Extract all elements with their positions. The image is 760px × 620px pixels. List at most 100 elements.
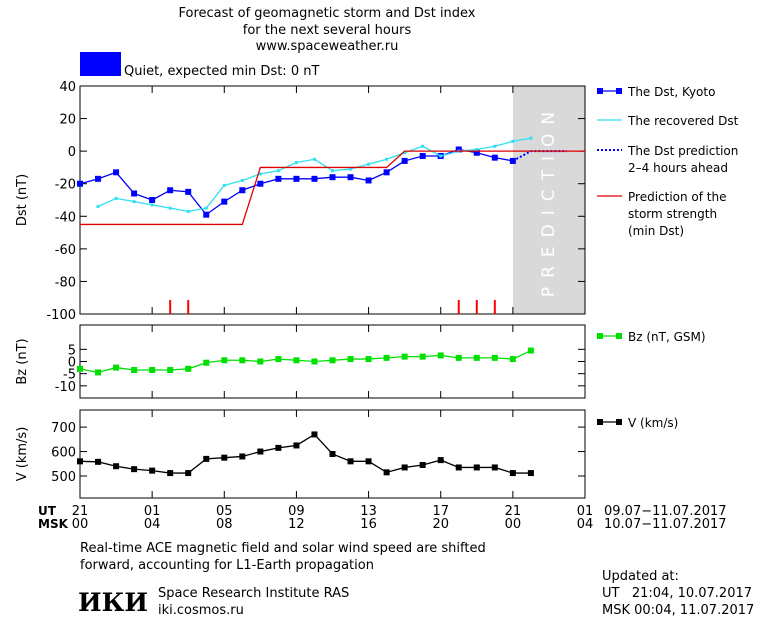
point	[95, 175, 102, 182]
series-line	[80, 150, 585, 226]
point	[149, 367, 156, 374]
point	[527, 347, 534, 354]
point	[491, 154, 498, 161]
point	[455, 464, 462, 471]
logo: ИКИ	[78, 588, 148, 617]
point	[421, 144, 425, 148]
y-tick-label: -100	[46, 308, 76, 323]
x-tick-label: 17	[432, 504, 449, 519]
point	[329, 451, 336, 457]
x2-tick-label: 04	[144, 517, 161, 532]
legend-label: The Dst prediction 2–4 hours ahead	[627, 144, 738, 175]
point	[473, 354, 480, 361]
point	[383, 354, 390, 361]
point	[419, 153, 426, 160]
point	[168, 206, 172, 210]
point	[239, 187, 246, 194]
legend-label: Bz (nT, GSM)	[628, 330, 706, 344]
point	[222, 183, 226, 187]
point	[365, 458, 372, 465]
legend-label: The Dst, Kyoto	[627, 85, 715, 99]
x-tick-label: 21	[72, 504, 89, 519]
y-tick-label: -40	[55, 210, 76, 225]
point	[419, 353, 426, 360]
x-tick-label: 21	[505, 504, 522, 519]
x-tick-label: 01	[144, 504, 161, 519]
series-line	[79, 148, 513, 216]
point	[329, 174, 336, 181]
point	[275, 356, 282, 363]
legend-marker	[616, 419, 622, 425]
point	[491, 464, 498, 471]
y-tick-label: -80	[55, 275, 76, 290]
x-tick-label: 13	[360, 504, 377, 519]
title-line: for the next several hours	[243, 23, 412, 38]
point	[185, 188, 192, 195]
y-tick-label: 20	[59, 113, 76, 128]
point	[95, 458, 102, 465]
point	[475, 148, 479, 152]
point	[77, 180, 83, 187]
point	[437, 352, 444, 359]
point	[203, 359, 210, 366]
point	[221, 357, 228, 364]
point	[349, 167, 353, 171]
y-tick-label: 600	[51, 446, 76, 461]
point	[473, 464, 480, 471]
point	[77, 458, 83, 465]
point	[221, 454, 228, 461]
x2-tick-label: 20	[432, 517, 449, 532]
point	[113, 169, 120, 176]
point	[257, 358, 264, 365]
legend-marker	[616, 88, 622, 94]
y-tick-label: 40	[59, 80, 76, 95]
point	[293, 357, 300, 364]
series-line	[79, 349, 532, 374]
point	[311, 175, 318, 182]
point	[473, 149, 480, 156]
y-axis-title: Dst (nT)	[15, 174, 30, 226]
point	[311, 358, 318, 365]
x-range: 09.07−11.07.2017	[604, 504, 727, 519]
site: iki.cosmos.ru	[158, 603, 244, 618]
y-tick-label: 700	[51, 421, 76, 436]
x2-tick-label: 00	[505, 517, 522, 532]
point	[95, 369, 102, 376]
point	[365, 356, 372, 363]
legend-marker	[597, 419, 603, 425]
updated: MSK 00:04, 11.07.2017	[602, 603, 754, 618]
point	[437, 457, 444, 464]
point	[150, 203, 154, 207]
point	[257, 448, 264, 455]
plot-frame	[79, 409, 586, 499]
x2-tick-label: 16	[360, 517, 377, 532]
point	[167, 470, 174, 477]
plot-frame	[79, 85, 586, 315]
point	[294, 161, 298, 165]
note: forward, accounting for L1-Earth propaga…	[80, 558, 374, 573]
point	[257, 180, 264, 187]
point	[114, 196, 118, 200]
point	[509, 470, 516, 477]
point	[185, 365, 192, 372]
point	[439, 154, 443, 158]
y-tick-label: 500	[51, 470, 76, 485]
point	[240, 178, 244, 182]
point	[186, 209, 190, 213]
point	[509, 356, 516, 363]
point	[385, 157, 389, 161]
point	[149, 467, 156, 474]
legend-marker	[597, 333, 603, 339]
point	[329, 357, 336, 364]
x-tick-label: 09	[288, 504, 305, 519]
point	[401, 353, 408, 360]
y-tick-label: -60	[55, 243, 76, 258]
point	[113, 364, 120, 371]
point	[276, 169, 280, 173]
point	[293, 175, 300, 182]
point	[511, 139, 515, 143]
title-line: www.spaceweather.ru	[256, 39, 399, 54]
y-tick-label: -20	[55, 178, 76, 193]
point	[527, 470, 534, 477]
legend-label: Prediction of the storm strength (min Dst)	[628, 190, 727, 238]
